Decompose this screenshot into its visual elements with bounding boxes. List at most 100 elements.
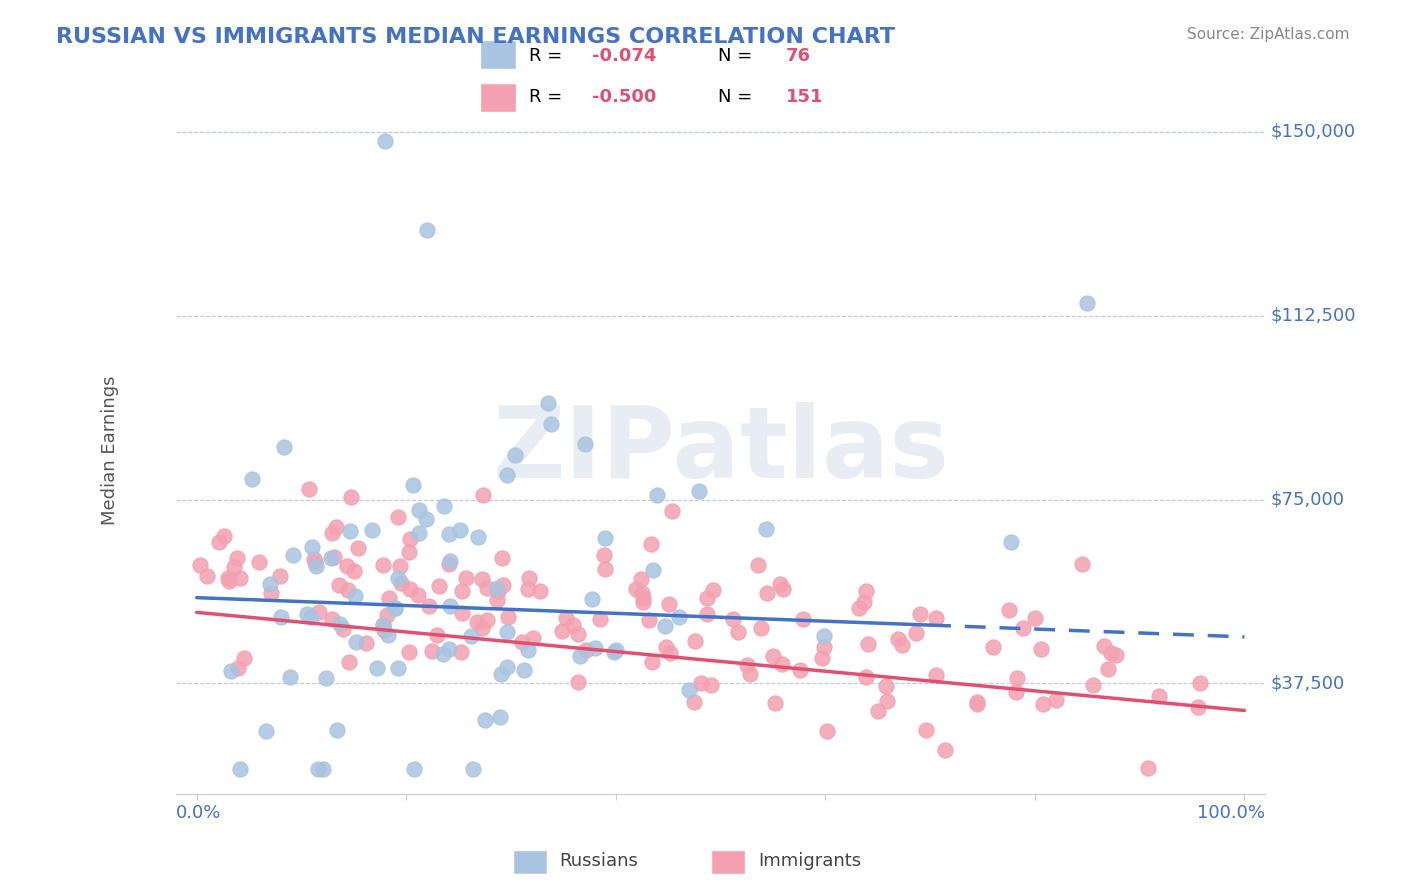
Point: [373, 618, 395, 632]
Point: [222, 559, 245, 574]
Point: [749, 621, 772, 635]
Text: R =: R =: [530, 47, 562, 65]
Point: [1005, 671, 1028, 685]
Point: [630, 585, 652, 599]
Point: [347, 541, 370, 556]
Point: [815, 723, 838, 738]
Point: [1189, 676, 1212, 690]
Point: [689, 676, 711, 690]
Point: [631, 595, 654, 609]
Point: [312, 762, 335, 776]
Point: [658, 597, 681, 611]
Point: [339, 524, 361, 538]
Point: [517, 643, 540, 657]
Point: [321, 525, 343, 540]
Point: [387, 510, 409, 524]
Point: [637, 613, 659, 627]
Point: [537, 396, 560, 410]
Point: [683, 633, 706, 648]
Point: [581, 591, 603, 606]
Text: 0.0%: 0.0%: [176, 804, 221, 822]
Point: [337, 583, 360, 598]
Text: Russians: Russians: [560, 852, 638, 870]
Point: [908, 607, 931, 622]
Point: [378, 591, 401, 605]
Point: [486, 582, 509, 596]
Point: [696, 607, 718, 621]
Point: [384, 601, 406, 615]
Point: [460, 629, 482, 643]
Point: [408, 525, 430, 540]
Point: [813, 640, 835, 655]
Point: [631, 591, 654, 606]
Point: [755, 586, 778, 600]
Point: [427, 579, 450, 593]
Point: [551, 624, 574, 639]
Point: [925, 668, 948, 682]
Point: [377, 628, 399, 642]
Point: [486, 593, 509, 607]
Point: [422, 644, 444, 658]
Point: [696, 591, 718, 605]
Point: [208, 534, 231, 549]
Text: $37,500: $37,500: [1271, 674, 1346, 692]
Point: [432, 647, 454, 661]
Text: 151: 151: [786, 88, 824, 106]
Point: [299, 610, 322, 624]
Point: [1071, 557, 1094, 571]
Point: [475, 581, 498, 595]
Point: [1147, 689, 1170, 703]
Point: [254, 723, 277, 738]
Point: [496, 625, 519, 640]
Text: -0.074: -0.074: [592, 47, 657, 65]
Text: Source: ZipAtlas.com: Source: ZipAtlas.com: [1187, 27, 1350, 42]
Point: [624, 582, 647, 596]
Point: [454, 570, 477, 584]
Point: [221, 664, 243, 678]
Point: [491, 550, 513, 565]
Point: [505, 448, 527, 462]
Point: [247, 555, 270, 569]
Point: [450, 645, 472, 659]
Text: R =: R =: [530, 88, 562, 106]
Point: [402, 478, 425, 492]
Point: [319, 550, 342, 565]
Point: [470, 621, 492, 635]
Point: [516, 582, 538, 597]
Point: [934, 743, 956, 757]
Point: [344, 634, 367, 648]
Point: [735, 658, 758, 673]
Point: [567, 675, 589, 690]
Point: [876, 694, 898, 708]
Point: [387, 661, 409, 675]
Point: [328, 578, 350, 592]
Point: [467, 529, 489, 543]
Point: [762, 648, 785, 663]
Text: 100.0%: 100.0%: [1198, 804, 1265, 822]
Point: [1076, 296, 1098, 310]
Text: $112,500: $112,500: [1271, 307, 1357, 325]
Point: [315, 671, 337, 685]
Point: [304, 555, 326, 569]
Point: [904, 625, 927, 640]
Point: [875, 679, 897, 693]
Point: [645, 488, 668, 502]
Point: [269, 568, 291, 582]
Bar: [479, 83, 516, 112]
Point: [966, 697, 988, 711]
Point: [1000, 535, 1022, 549]
Point: [437, 641, 460, 656]
Point: [643, 563, 665, 577]
Point: [326, 723, 349, 737]
Point: [848, 600, 870, 615]
Point: [855, 670, 877, 684]
Point: [337, 655, 360, 669]
Point: [856, 637, 879, 651]
Point: [307, 762, 329, 776]
Point: [522, 631, 544, 645]
Point: [343, 589, 366, 603]
Point: [477, 613, 499, 627]
Point: [273, 440, 295, 454]
Point: [228, 762, 250, 776]
Point: [602, 645, 624, 659]
